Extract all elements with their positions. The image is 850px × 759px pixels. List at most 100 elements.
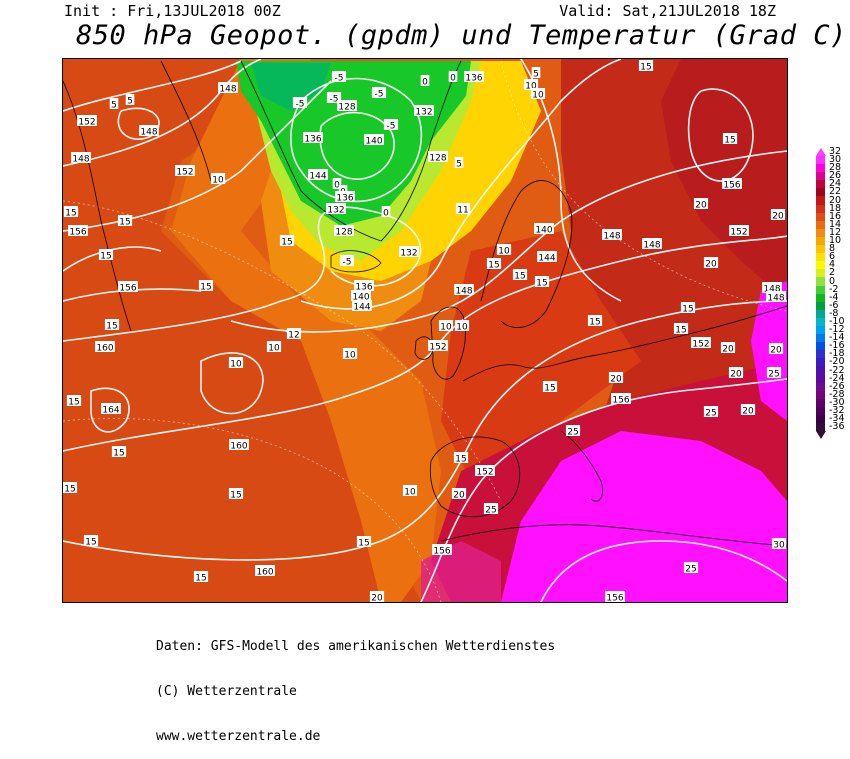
- contour-label: 152: [77, 115, 97, 128]
- contour-2: [63, 59, 262, 167]
- contour-label-box: [342, 348, 358, 359]
- contour-label: -5: [371, 87, 387, 100]
- contour-label: 15: [486, 258, 502, 271]
- color-scale-swatch: [816, 309, 825, 318]
- coast-iberia: [429, 436, 521, 518]
- contour-label: 15: [680, 302, 696, 315]
- color-scale-swatch: [816, 269, 825, 278]
- contour-label-text: -5: [296, 100, 305, 110]
- contour-label: -5: [383, 119, 399, 132]
- contour-label-text: 10: [212, 176, 224, 186]
- color-scale-swatch: [816, 374, 825, 383]
- contour-label-box: [683, 562, 699, 573]
- contour-label: 15: [279, 235, 295, 248]
- contour-label-text: 15: [682, 305, 693, 315]
- contour-label-box: [428, 340, 448, 351]
- contour-label: 15: [356, 536, 372, 549]
- contour-14: [90, 387, 130, 433]
- contour-label: 152: [175, 165, 195, 178]
- contour-label-box: [496, 244, 512, 255]
- contour-label: 20: [728, 367, 744, 380]
- contour-4: [63, 206, 422, 342]
- contour-label-text: 140: [535, 226, 552, 236]
- color-scale-label: -30: [829, 396, 845, 408]
- contour-label-text: 148: [455, 287, 472, 297]
- weather-map: 148 152 148 148 152 10 15 15 156 15 156 15 15 160 10 10…: [62, 58, 788, 603]
- contour-label: 140: [534, 223, 554, 236]
- contour-label: 156: [68, 225, 88, 238]
- contour-label-box: [448, 71, 458, 82]
- contour-label: 20: [770, 209, 786, 222]
- coast-baffin: [160, 60, 212, 182]
- contour-label-text: 20: [371, 594, 383, 603]
- contour-label-box: [454, 284, 474, 295]
- contour-label-text: 15: [200, 283, 211, 293]
- contour-label-box: [229, 439, 249, 450]
- contour-label: 20: [451, 488, 467, 501]
- contour-label-text: 25: [685, 565, 696, 575]
- contour-label: 152: [428, 340, 448, 353]
- contour-label: 128: [337, 100, 357, 113]
- contour-label-box: [383, 119, 399, 130]
- color-scale-swatch: [816, 358, 825, 367]
- contour-label-box: [332, 178, 342, 189]
- coast-canada: [63, 80, 132, 332]
- footer-url: www.wetterzentrale.de: [156, 729, 321, 744]
- contour-label-box: [728, 367, 744, 378]
- color-scale-swatch: [816, 220, 825, 229]
- temp-field-band-orange: [171, 59, 441, 602]
- color-scale-label: -14: [829, 332, 845, 344]
- contour-label: 136: [354, 280, 374, 293]
- contour-label: 5: [125, 94, 135, 107]
- contour-label: 15: [63, 206, 79, 219]
- contour-label: 148: [71, 152, 91, 165]
- contour-label: 5: [454, 157, 464, 170]
- contour-label-text: 30: [773, 541, 785, 551]
- contour-label-box: [77, 115, 97, 126]
- contour-label-box: [337, 100, 357, 111]
- coast-africa: [440, 524, 787, 547]
- contour-label-box: [218, 82, 238, 93]
- contour-label-box: [118, 281, 138, 292]
- contour-label: 20: [608, 372, 624, 385]
- contour-label-box: [83, 535, 99, 546]
- temp-field-cyan: [251, 63, 331, 111]
- contour-label: 152: [475, 465, 495, 478]
- contour-label-box: [534, 276, 550, 287]
- contour-label: 128: [428, 151, 448, 164]
- color-scale-label: -36: [829, 421, 845, 433]
- contour-label: 15: [722, 133, 738, 146]
- contour-label-box: [512, 269, 528, 280]
- color-scale-swatch: [816, 293, 825, 302]
- color-scale-label: 20: [829, 194, 842, 206]
- contour-label-box: [351, 290, 371, 301]
- contour-label: 12: [286, 328, 302, 341]
- contour-label: 136: [335, 191, 355, 204]
- color-scale-swatch: [816, 350, 825, 359]
- color-scale-swatches: [816, 156, 825, 432]
- color-scale-swatch: [816, 253, 825, 262]
- contour-label: 20: [693, 198, 709, 211]
- color-scale-swatch: [816, 317, 825, 326]
- contour-label-box: [703, 257, 719, 268]
- color-scale-label: 26: [829, 170, 842, 182]
- color-scale-label: 6: [829, 251, 836, 263]
- color-scale-label: -22: [829, 364, 845, 376]
- contour-label-text: 148: [140, 128, 157, 138]
- contour-label: 5: [531, 67, 541, 80]
- contour-label-text: 15: [64, 485, 75, 495]
- color-scale-swatch: [816, 415, 825, 424]
- color-scale-top-arrow: [815, 148, 826, 156]
- contour-label-box: [642, 238, 662, 249]
- contour-label-text: 20: [705, 260, 717, 270]
- color-scale-label: 28: [829, 162, 842, 174]
- contour-label-text: 10: [525, 82, 537, 92]
- contour-label: 15: [98, 249, 114, 262]
- contour-label: 15: [117, 215, 133, 228]
- contour-label: 156: [611, 393, 631, 406]
- contour-label: 160: [255, 565, 275, 578]
- coast-britain: [430, 306, 466, 380]
- contour-label: 10: [438, 320, 454, 333]
- contour-label-text: 136: [336, 194, 353, 204]
- contour-label-box: [451, 488, 467, 499]
